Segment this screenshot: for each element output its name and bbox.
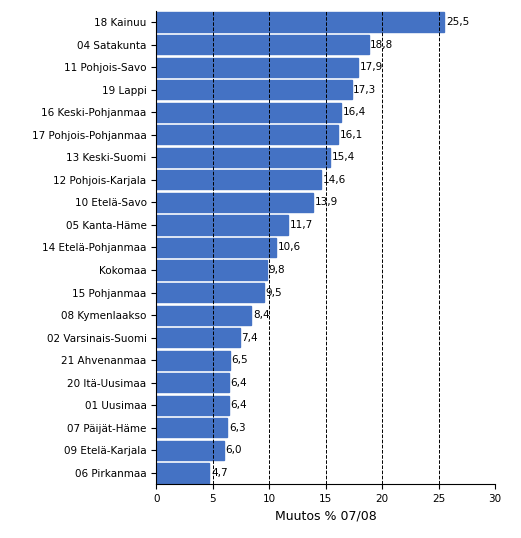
Bar: [156, 373, 229, 392]
Bar: [156, 80, 352, 99]
Bar: [156, 396, 229, 415]
X-axis label: Muutos % 07/08: Muutos % 07/08: [275, 509, 377, 522]
Text: 16,1: 16,1: [340, 130, 363, 140]
Text: 9,5: 9,5: [265, 288, 282, 298]
Text: 13,9: 13,9: [315, 197, 338, 207]
Bar: [156, 328, 240, 347]
Bar: [156, 58, 358, 77]
Bar: [156, 170, 321, 189]
Text: 6,4: 6,4: [230, 400, 247, 410]
Text: 4,7: 4,7: [211, 468, 228, 478]
Text: 9,8: 9,8: [269, 265, 285, 275]
Text: 10,6: 10,6: [278, 243, 301, 252]
Bar: [156, 35, 368, 54]
Bar: [156, 418, 227, 437]
Bar: [156, 351, 230, 370]
Bar: [156, 193, 313, 212]
Bar: [156, 283, 264, 302]
Text: 6,4: 6,4: [230, 378, 247, 388]
Text: 25,5: 25,5: [446, 17, 469, 27]
Text: 17,9: 17,9: [360, 62, 383, 72]
Text: 18,8: 18,8: [370, 40, 393, 49]
Text: 14,6: 14,6: [323, 175, 346, 185]
Bar: [156, 260, 267, 280]
Bar: [156, 148, 330, 167]
Text: 11,7: 11,7: [290, 220, 313, 230]
Text: 6,0: 6,0: [226, 445, 242, 455]
Bar: [156, 306, 251, 325]
Bar: [156, 463, 209, 483]
Bar: [156, 103, 341, 122]
Text: 16,4: 16,4: [343, 107, 366, 117]
Bar: [156, 441, 224, 460]
Bar: [156, 125, 338, 144]
Bar: [156, 238, 276, 257]
Text: 15,4: 15,4: [332, 152, 355, 162]
Bar: [156, 215, 288, 235]
Text: 7,4: 7,4: [242, 332, 258, 343]
Text: 8,4: 8,4: [253, 310, 269, 320]
Text: 6,3: 6,3: [229, 423, 246, 433]
Text: 6,5: 6,5: [231, 355, 248, 365]
Text: 17,3: 17,3: [353, 84, 377, 95]
Bar: [156, 12, 444, 32]
